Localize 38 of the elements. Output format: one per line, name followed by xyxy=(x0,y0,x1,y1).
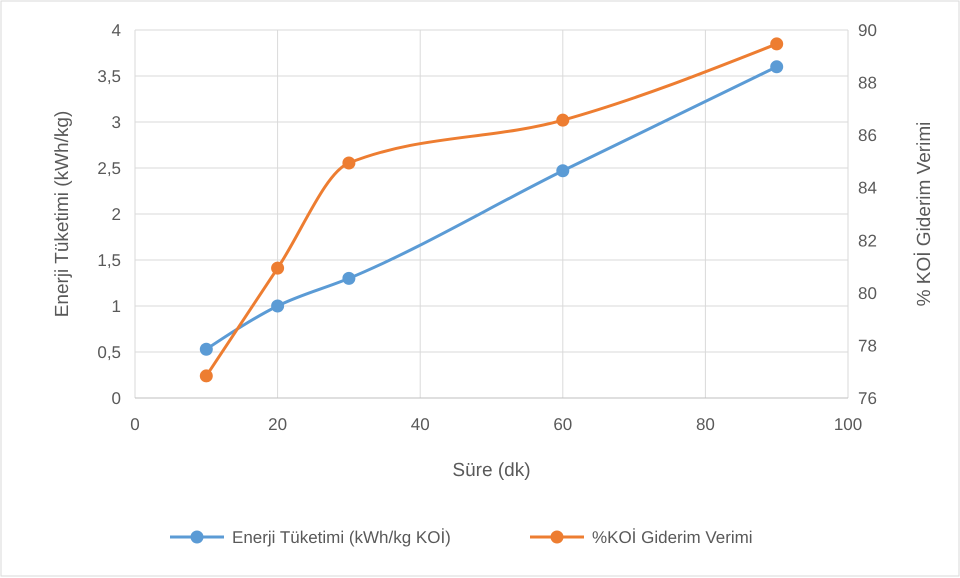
x-tick-label: 100 xyxy=(834,415,862,434)
y-tick-label: 4 xyxy=(112,21,121,40)
point xyxy=(200,342,213,356)
y-axis-title: Enerji Tüketimi (kWh/kg) xyxy=(52,110,73,318)
y2-tick-label: 80 xyxy=(858,284,877,303)
point xyxy=(271,262,284,275)
point xyxy=(556,164,570,178)
y2-tick-label: 76 xyxy=(858,389,877,408)
point xyxy=(770,37,784,50)
y2-tick-label: 86 xyxy=(858,126,877,146)
point xyxy=(271,300,284,312)
point xyxy=(770,60,784,74)
y2-tick-label: 78 xyxy=(858,336,877,356)
x-tick-label: 40 xyxy=(410,415,430,434)
y-tick-label: 1,5 xyxy=(97,251,121,270)
y2-axis-title: % KOİ Giderim Verimi xyxy=(913,122,935,306)
y-tick-label: 1 xyxy=(112,297,121,316)
x-tick-label: 20 xyxy=(268,415,288,434)
y-tick-label: 0 xyxy=(112,389,121,408)
y2-tick-label: 88 xyxy=(858,74,877,93)
legend-label: %KOİ Giderim Verimi xyxy=(592,528,753,547)
y-tick-label: 2,5 xyxy=(97,159,121,178)
y-tick-label: 3,5 xyxy=(97,67,121,86)
x-axis-title: Süre (dk) xyxy=(452,460,531,481)
point xyxy=(556,114,570,127)
y-tick-label: 3 xyxy=(112,113,121,132)
x-tick-label: 0 xyxy=(130,415,140,434)
point xyxy=(342,156,356,170)
x-tick-label: 80 xyxy=(696,415,715,434)
y2-tick-label: 90 xyxy=(858,21,877,40)
y2-tick-label: 82 xyxy=(858,231,877,250)
y-tick-label: 2 xyxy=(112,205,121,224)
x-tick-label: 60 xyxy=(553,415,572,434)
legend-label: Enerji Tüketimi (kWh/kg KOİ) xyxy=(232,528,451,547)
y2-tick-label: 84 xyxy=(858,178,877,198)
point xyxy=(200,369,213,382)
y-tick-label: 0,5 xyxy=(97,343,121,362)
point xyxy=(342,272,356,285)
